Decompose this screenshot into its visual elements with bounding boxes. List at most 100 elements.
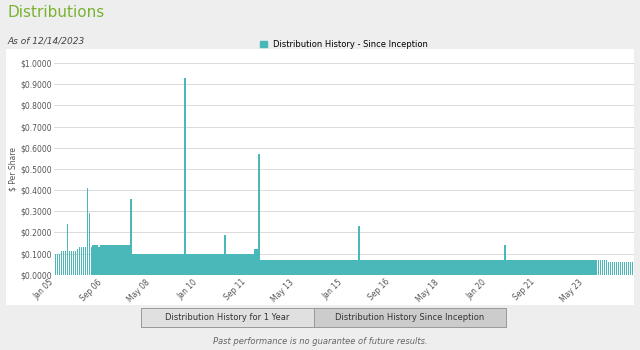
Bar xyxy=(344,260,346,275)
Bar xyxy=(250,253,252,275)
Bar xyxy=(532,260,534,275)
Bar xyxy=(590,260,591,275)
Bar xyxy=(145,253,146,275)
Bar xyxy=(179,253,180,275)
Bar xyxy=(227,253,228,275)
Bar xyxy=(522,260,524,275)
Bar xyxy=(538,260,540,275)
Bar xyxy=(196,253,198,275)
Bar xyxy=(116,245,118,275)
Bar xyxy=(348,260,350,275)
Bar xyxy=(606,260,607,275)
Bar xyxy=(430,260,432,275)
Bar xyxy=(568,260,570,275)
Bar xyxy=(484,260,486,275)
Bar xyxy=(148,253,150,275)
Bar xyxy=(534,260,536,275)
Bar xyxy=(244,253,246,275)
Bar xyxy=(220,253,222,275)
Bar xyxy=(290,260,292,275)
Bar xyxy=(490,260,492,275)
Bar xyxy=(450,260,452,275)
Bar xyxy=(206,253,208,275)
Bar xyxy=(202,253,204,275)
Bar xyxy=(195,253,196,275)
Bar xyxy=(163,253,164,275)
Bar xyxy=(594,260,595,275)
Bar xyxy=(170,253,172,275)
Bar xyxy=(99,247,100,275)
Bar xyxy=(580,260,582,275)
Bar xyxy=(566,260,568,275)
Bar xyxy=(336,260,338,275)
Bar xyxy=(143,253,144,275)
Bar xyxy=(316,260,318,275)
Bar xyxy=(338,260,340,275)
Bar xyxy=(554,260,556,275)
Bar xyxy=(238,253,240,275)
Bar xyxy=(508,260,509,275)
Bar xyxy=(622,262,623,275)
Bar xyxy=(510,260,511,275)
Bar xyxy=(614,262,616,275)
Bar xyxy=(100,245,102,275)
Bar xyxy=(93,245,94,275)
Bar xyxy=(150,253,152,275)
Bar xyxy=(234,253,236,275)
Bar xyxy=(548,260,550,275)
Bar xyxy=(616,262,618,275)
Bar xyxy=(448,260,450,275)
Bar xyxy=(129,245,130,275)
Bar xyxy=(268,260,270,275)
Bar xyxy=(592,260,593,275)
Bar xyxy=(358,226,360,275)
Bar xyxy=(478,260,479,275)
Bar xyxy=(304,260,306,275)
Bar xyxy=(332,260,334,275)
Bar xyxy=(65,251,66,275)
Bar xyxy=(132,253,134,275)
Bar xyxy=(400,260,402,275)
Bar xyxy=(444,260,445,275)
Bar xyxy=(190,253,192,275)
Bar xyxy=(108,245,110,275)
Bar xyxy=(342,260,344,275)
Bar xyxy=(546,260,548,275)
Bar xyxy=(58,253,60,275)
Bar xyxy=(402,260,404,275)
Bar xyxy=(166,253,168,275)
Bar xyxy=(428,260,429,275)
Bar xyxy=(83,247,84,275)
Bar xyxy=(340,260,342,275)
Bar xyxy=(88,214,90,275)
Bar xyxy=(372,260,374,275)
Bar xyxy=(113,245,114,275)
Bar xyxy=(111,245,112,275)
Bar xyxy=(270,260,272,275)
Bar xyxy=(61,251,62,275)
Bar xyxy=(556,260,557,275)
Bar xyxy=(259,154,260,275)
Bar xyxy=(530,260,532,275)
Bar xyxy=(306,260,308,275)
Bar xyxy=(156,253,158,275)
Bar xyxy=(370,260,372,275)
Bar xyxy=(218,253,220,275)
Bar xyxy=(502,260,504,275)
Bar xyxy=(174,253,176,275)
Bar xyxy=(632,262,634,275)
Bar xyxy=(275,260,276,275)
Bar xyxy=(204,253,206,275)
Legend: Distribution History - Since Inception: Distribution History - Since Inception xyxy=(260,40,428,49)
Bar xyxy=(216,253,218,275)
Bar xyxy=(560,260,561,275)
Bar xyxy=(368,260,370,275)
Bar xyxy=(578,260,580,275)
Bar xyxy=(230,253,232,275)
Bar xyxy=(588,260,589,275)
Bar xyxy=(211,253,212,275)
Bar xyxy=(480,260,482,275)
Bar xyxy=(572,260,573,275)
Bar xyxy=(456,260,458,275)
Bar xyxy=(562,260,564,275)
